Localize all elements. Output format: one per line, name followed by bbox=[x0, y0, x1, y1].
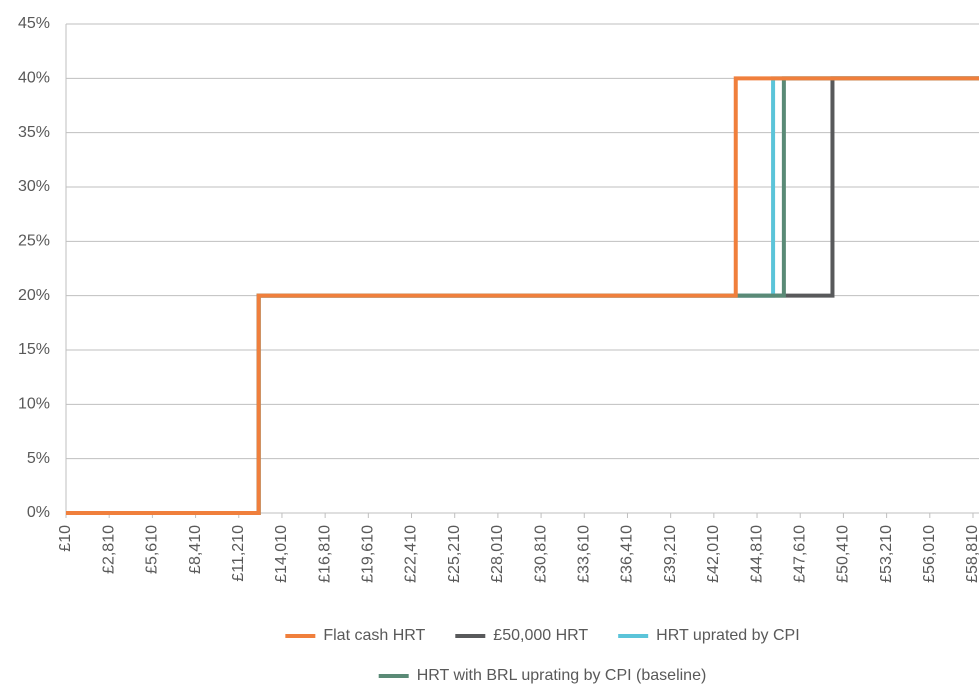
x-tick-label: £11,210 bbox=[230, 525, 247, 582]
y-tick-label: 35% bbox=[18, 124, 50, 141]
x-tick-label: £5,610 bbox=[144, 525, 161, 574]
x-tick-label: £44,810 bbox=[748, 525, 765, 583]
x-tick-label: £50,410 bbox=[835, 525, 852, 583]
y-tick-label: 30% bbox=[18, 178, 50, 195]
x-tick-label: £14,010 bbox=[273, 525, 290, 583]
y-tick-label: 40% bbox=[18, 70, 50, 87]
x-tick-label: £25,210 bbox=[446, 525, 463, 583]
legend-label: HRT with BRL uprating by CPI (baseline) bbox=[417, 667, 707, 684]
y-tick-label: 0% bbox=[27, 504, 50, 521]
x-tick-label: £58,810 bbox=[964, 525, 979, 583]
x-tick-label: £33,610 bbox=[575, 525, 592, 583]
y-tick-label: 10% bbox=[18, 396, 50, 413]
legend-label: £50,000 HRT bbox=[493, 627, 588, 644]
x-tick-label: £28,010 bbox=[489, 525, 506, 583]
x-tick-label: £2,810 bbox=[100, 525, 117, 574]
y-tick-label: 25% bbox=[18, 233, 50, 250]
x-tick-label: £30,810 bbox=[532, 525, 549, 583]
y-tick-label: 5% bbox=[27, 450, 50, 467]
series-line bbox=[66, 76, 979, 515]
x-tick-label: £36,410 bbox=[619, 525, 636, 583]
x-tick-label: £10 bbox=[57, 525, 74, 552]
x-tick-label: £8,410 bbox=[187, 525, 204, 574]
legend-label: HRT uprated by CPI bbox=[656, 627, 799, 644]
x-tick-label: £39,210 bbox=[662, 525, 679, 583]
legend-label: Flat cash HRT bbox=[323, 627, 425, 644]
y-tick-label: 45% bbox=[18, 15, 50, 32]
x-tick-label: £56,010 bbox=[921, 525, 938, 583]
y-tick-label: 15% bbox=[18, 341, 50, 358]
x-tick-label: £42,010 bbox=[705, 525, 722, 583]
y-tick-label: 20% bbox=[18, 287, 50, 304]
x-tick-label: £19,610 bbox=[360, 525, 377, 583]
x-tick-label: £53,210 bbox=[878, 525, 895, 583]
x-tick-label: £16,810 bbox=[316, 525, 333, 583]
x-tick-label: £47,610 bbox=[791, 525, 808, 583]
x-tick-label: £22,410 bbox=[403, 525, 420, 583]
